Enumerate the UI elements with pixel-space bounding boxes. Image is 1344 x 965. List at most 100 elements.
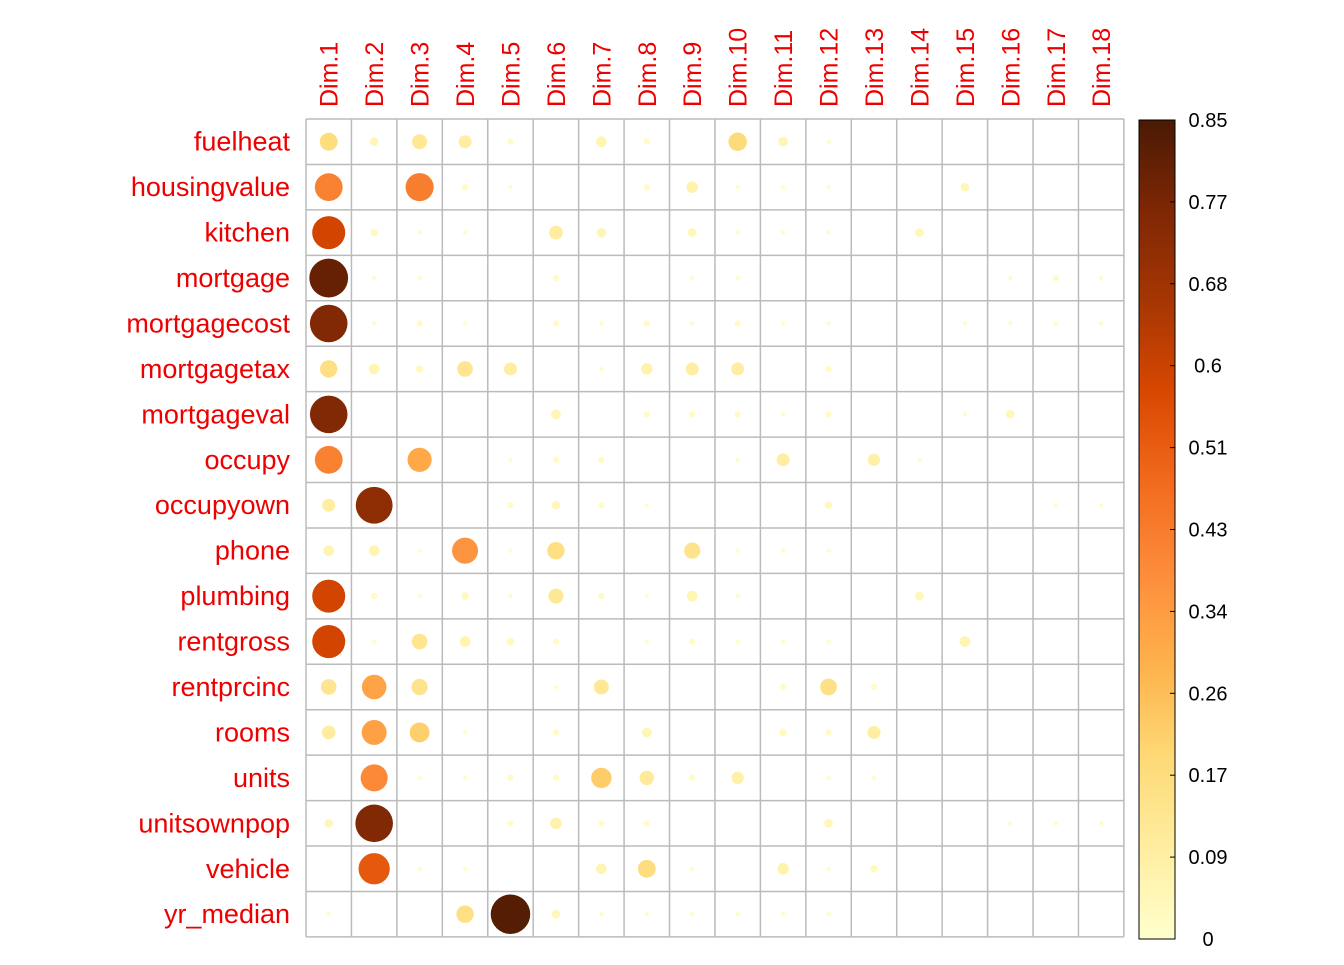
colorbar xyxy=(1138,119,1176,940)
data-circle xyxy=(552,456,559,463)
column-label: Dim.3 xyxy=(407,42,435,107)
data-circle xyxy=(407,447,432,472)
data-circle xyxy=(371,639,377,644)
row-label: occupy xyxy=(204,445,290,475)
data-circle xyxy=(549,225,563,240)
data-circle xyxy=(550,817,562,830)
column-label: Dim.12 xyxy=(816,28,844,107)
data-circle xyxy=(591,767,612,789)
data-circle xyxy=(417,230,422,235)
circles xyxy=(309,132,1104,934)
data-circle xyxy=(507,774,514,781)
colorbar-tick-label: 0.26 xyxy=(1189,683,1228,705)
column-label: Dim.14 xyxy=(906,28,934,107)
data-circle xyxy=(458,135,472,149)
data-circle xyxy=(596,863,607,875)
data-circle xyxy=(728,132,747,151)
column-label: Dim.13 xyxy=(861,28,889,107)
data-circle xyxy=(371,593,378,600)
data-circle xyxy=(915,228,924,237)
data-circle xyxy=(319,132,338,151)
data-circle xyxy=(644,639,649,644)
column-label: Dim.18 xyxy=(1088,28,1116,107)
data-circle xyxy=(689,774,696,781)
data-circle xyxy=(456,905,474,923)
column-labels: Dim.1 Dim.2 Dim.3 Dim.4 Dim.5 Dim.6 Dim.7 Dim.8… xyxy=(316,28,1116,107)
data-circle xyxy=(690,866,695,871)
data-circle xyxy=(416,320,423,327)
data-circle xyxy=(551,409,561,420)
data-circle xyxy=(826,912,831,917)
data-circle xyxy=(778,136,788,147)
column-label: Dim.7 xyxy=(588,42,616,107)
column-label: Dim.9 xyxy=(679,42,707,107)
data-circle xyxy=(780,683,787,691)
data-circle xyxy=(641,727,652,738)
data-circle xyxy=(417,548,422,553)
data-circle xyxy=(370,228,378,237)
data-circle xyxy=(824,501,833,509)
data-circle xyxy=(825,729,832,736)
colorbar-tick-label: 0.43 xyxy=(1189,520,1228,542)
data-circle xyxy=(461,592,469,600)
data-circle xyxy=(1099,275,1104,281)
row-label: mortgagecost xyxy=(126,308,290,338)
data-circle xyxy=(639,770,654,786)
data-circle xyxy=(412,134,428,150)
row-label: fuelheat xyxy=(194,127,291,157)
data-circle xyxy=(461,184,469,191)
data-circle xyxy=(643,411,650,418)
data-circle xyxy=(598,820,605,827)
column-label: Dim.8 xyxy=(634,42,662,107)
data-circle xyxy=(871,775,877,781)
data-circle xyxy=(321,725,336,740)
data-circle xyxy=(417,866,422,871)
data-circle xyxy=(320,360,338,378)
data-circle xyxy=(644,593,649,599)
data-circle xyxy=(1053,821,1058,826)
data-circle xyxy=(735,275,740,281)
data-circle xyxy=(551,909,561,919)
data-circle xyxy=(411,633,428,650)
data-circle xyxy=(779,728,787,737)
data-circle xyxy=(547,542,565,560)
data-circle xyxy=(552,274,559,282)
data-circle xyxy=(1099,503,1104,508)
data-circle xyxy=(596,227,607,238)
data-circle xyxy=(685,362,699,376)
data-circle xyxy=(369,137,379,147)
data-circle xyxy=(780,639,786,644)
data-circle xyxy=(780,912,786,917)
data-circle xyxy=(312,216,346,250)
row-label: units xyxy=(233,763,290,793)
data-circle xyxy=(371,275,377,281)
row-label: mortgagetax xyxy=(140,354,291,384)
data-circle xyxy=(643,138,650,145)
row-label: housingvalue xyxy=(131,172,290,202)
data-circle xyxy=(917,457,922,462)
data-circle xyxy=(825,411,832,418)
data-circle xyxy=(417,593,422,599)
data-circle xyxy=(1099,821,1104,826)
data-circle xyxy=(507,502,514,509)
column-label: Dim.11 xyxy=(770,30,798,107)
data-circle xyxy=(1008,275,1013,281)
data-circle xyxy=(508,457,513,462)
row-label: rentprcinc xyxy=(171,672,290,702)
data-circle xyxy=(731,771,744,785)
data-circle xyxy=(553,684,559,690)
column-label: Dim.10 xyxy=(725,28,753,107)
data-circle xyxy=(1053,321,1058,326)
data-circle xyxy=(507,820,514,827)
data-circle xyxy=(459,636,471,647)
data-circle xyxy=(309,304,348,343)
data-circle xyxy=(462,321,468,326)
data-circle xyxy=(596,136,607,148)
data-circle xyxy=(462,866,468,871)
data-circle xyxy=(734,320,741,327)
data-circle xyxy=(551,500,561,510)
data-circle xyxy=(411,678,428,696)
data-circle xyxy=(690,912,695,917)
